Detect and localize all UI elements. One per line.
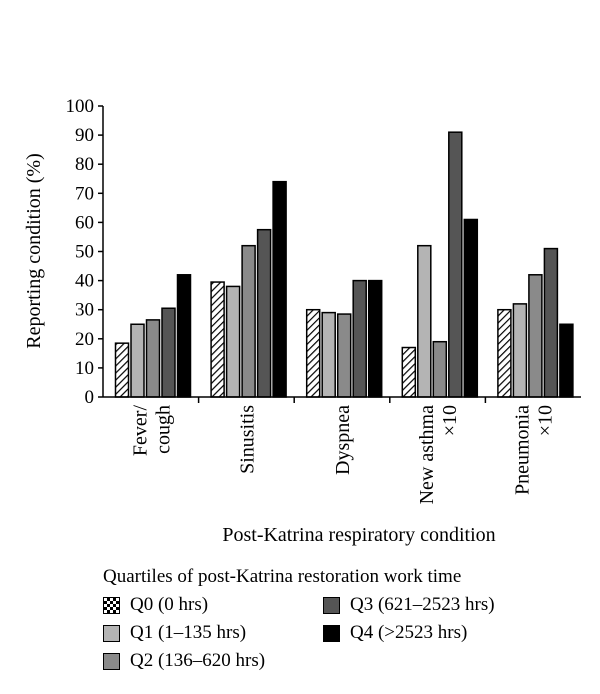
x-tick-label: Dyspnea: [332, 405, 354, 475]
y-tick-label: 70: [75, 183, 94, 204]
bar-q0-cat2: [305, 308, 321, 398]
bar-q0-cat1: [210, 281, 225, 398]
bar-q4-cat2: [367, 279, 383, 398]
y-tick-label: 60: [75, 212, 94, 233]
y-tick-label: 0: [85, 387, 95, 408]
y-tick-label: 50: [75, 242, 94, 263]
bar-q3-cat2: [352, 279, 367, 398]
x-tick-label: New asthma: [416, 405, 438, 505]
bar-q1-cat4: [512, 303, 528, 398]
legend-label-q2: Q2 (136–620 hrs): [130, 650, 266, 671]
bar-q2-cat0: [145, 319, 161, 398]
legend-label-q1: Q1 (1–135 hrs): [130, 622, 247, 643]
legend-item-q2: Q2 (136–620 hrs): [103, 650, 265, 672]
legend-item-q3: Q3 (621–2523 hrs): [323, 594, 495, 616]
x-tick-label: Sinusitis: [236, 405, 258, 474]
bar-q2-cat2: [336, 313, 352, 398]
legend-swatch-q0: [103, 596, 120, 614]
bar-q2-cat3: [432, 340, 448, 398]
legend-swatch-q2: [103, 652, 120, 670]
bar-q2-cat4: [528, 274, 543, 398]
legend-swatch-q4: [323, 624, 340, 642]
y-tick-label: 90: [75, 125, 94, 146]
legend-title: Quartiles of post-Katrina restoration wo…: [103, 566, 462, 587]
y-axis-label: Reporting condition (%): [23, 153, 45, 349]
bar-q3-cat0: [161, 307, 176, 398]
y-tick-label: 100: [66, 96, 95, 117]
bar-q3-cat4: [543, 247, 559, 398]
bar-q4-cat0: [176, 274, 192, 398]
x-axis-label: Post-Katrina respiratory condition: [222, 524, 495, 546]
legend-label-q0: Q0 (0 hrs): [130, 594, 209, 615]
legend-swatch-q1: [103, 624, 120, 642]
legend-label-q3: Q3 (621–2523 hrs): [350, 594, 495, 615]
x-tick-label: ×10: [439, 405, 461, 436]
legend-item-q4: Q4 (>2523 hrs): [323, 622, 467, 644]
x-tick-label: ×10: [535, 405, 557, 436]
bar-q0-cat0: [114, 342, 130, 398]
y-tick-label: 20: [75, 329, 94, 350]
bar-q1-cat1: [225, 285, 241, 398]
legend-label-q4: Q4 (>2523 hrs): [350, 622, 468, 643]
bar-q4-cat4: [559, 323, 574, 398]
legend-item-q1: Q1 (1–135 hrs): [103, 622, 246, 644]
bar-q1-cat3: [417, 244, 432, 398]
y-tick-label: 80: [75, 154, 94, 175]
y-tick-label: 40: [75, 271, 94, 292]
bar-q0-cat4: [497, 308, 512, 398]
y-tick-label: 30: [75, 300, 94, 321]
x-tick-label: Fever/: [129, 405, 151, 457]
y-axis-ticks: 0 10 20 30 40 50 60 70 80 90 100: [66, 96, 103, 408]
bar-q4-cat1: [272, 180, 287, 398]
legend-swatch-q3: [323, 596, 340, 614]
x-tick-label: cough: [152, 405, 174, 454]
bar-q1-cat0: [130, 323, 145, 398]
legend-item-q0: Q0 (0 hrs): [103, 594, 208, 616]
x-tick-label: Pneumonia: [512, 405, 534, 495]
y-tick-label: 10: [75, 358, 94, 379]
x-axis-category-labels: Fever/cough Sinusitis Dyspnea New asthma ×10…: [129, 405, 556, 505]
bar-q1-cat2: [321, 311, 336, 398]
bar-q3-cat3: [448, 131, 463, 398]
bar-q0-cat3: [401, 346, 417, 398]
bars: [114, 131, 574, 403]
bar-q3-cat1: [256, 228, 272, 398]
bar-q2-cat1: [241, 244, 256, 398]
bar-q4-cat3: [463, 218, 479, 398]
